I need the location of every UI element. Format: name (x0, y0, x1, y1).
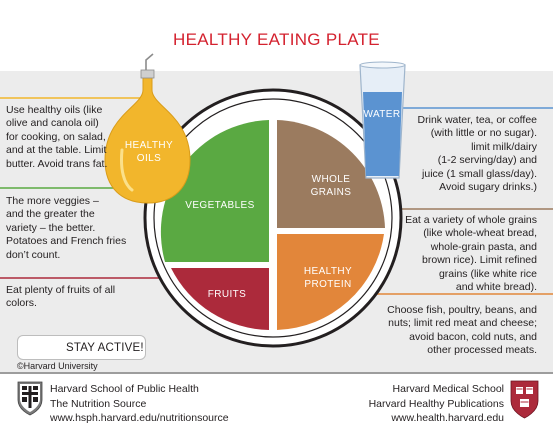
water-note-line: (1-2 serving/day) and (437, 154, 537, 167)
water-note-line: limit milk/dairy (471, 140, 537, 153)
stay-active-label: STAY ACTIVE! (66, 342, 144, 354)
footer-left-line: The Nutrition Source (50, 397, 147, 410)
fruits-note: Eat plenty of fruits of all colors. (6, 284, 156, 311)
plate-section-vegetables (160, 120, 269, 262)
footer-right-line: Harvard Healthy Publications (368, 397, 504, 410)
glass-rim (359, 61, 406, 69)
protein-label: HEALTHY PROTEIN (282, 265, 374, 291)
grains-note: Eat a variety of whole grains (like whol… (385, 214, 537, 294)
oils-note-line: for cooking, on salad, (6, 130, 106, 143)
protein-note-line: Choose fish, poultry, beans, and (387, 304, 537, 316)
grains-note-line: grains (like white rice (438, 267, 537, 280)
protein-label-line1: HEALTHY (303, 266, 353, 277)
fruits-note-line: Eat plenty of fruits of all (6, 284, 116, 296)
plate (143, 88, 403, 348)
fruits-label: FRUITS (207, 289, 247, 300)
footer-left-credits: Harvard School of Public Health The Nutr… (50, 382, 270, 426)
whole-grains-label-line2: GRAINS (310, 187, 352, 198)
oils-note-line: butter. Avoid trans fat. (6, 157, 108, 170)
oils-note: Use healthy oils (like olive and canola … (6, 104, 156, 171)
veggies-note-line: variety – the better. (6, 221, 96, 234)
bottle-spout (145, 53, 154, 70)
bottle-shine (120, 148, 134, 192)
grains-note-line: (like whole-wheat bread, (423, 227, 537, 240)
footer-left-link[interactable]: www.hsph.harvard.edu/nutritionsource (50, 412, 229, 424)
oils-label: HEALTHY OILS (118, 139, 180, 165)
oils-note-line: Use healthy oils (like (6, 104, 103, 116)
footer-right-link[interactable]: www.health.harvard.edu (391, 412, 504, 424)
hsph-shield-logo (17, 381, 43, 416)
water-note-line: Drink water, tea, or coffee (417, 114, 537, 126)
protein-note-line: nuts; limit red meat and cheese; (388, 317, 537, 330)
plate-section-whole-grains (277, 120, 385, 228)
grains-note-line: brown rice). Limit refined (422, 254, 537, 267)
oil-bottle (104, 53, 191, 204)
oils-note-line: and at the table. Limit (6, 144, 107, 157)
veggies-note-line: and the greater the (6, 208, 95, 221)
whole-grains-label-line1: WHOLE (311, 174, 351, 185)
veggies-note-line: Potatoes and French fries (6, 235, 127, 248)
water-label: WATER (363, 109, 401, 120)
grains-note-line: Eat a variety of whole grains (405, 214, 537, 226)
glass-water (363, 92, 402, 176)
veggies-note: The more veggies – and the greater the v… (6, 195, 156, 262)
protein-label-line2: PROTEIN (304, 279, 352, 290)
protein-note: Choose fish, poultry, beans, and nuts; l… (373, 304, 537, 358)
bottle-body (104, 75, 191, 204)
footer-right-credits: Harvard Medical School Harvard Healthy P… (320, 382, 504, 426)
oils-note-line: olive and canola oil) (6, 117, 99, 130)
veggies-note-line: The more veggies – (6, 195, 99, 207)
hms-shield-logo (510, 380, 539, 419)
water-note-line: juice (1 small glass/day). (422, 167, 537, 180)
copyright-notice: ©Harvard University (17, 361, 98, 371)
water-note-line: (with little or no sugar). (430, 127, 537, 140)
veggies-note-line: don’t count. (6, 248, 61, 261)
fruits-note-line: colors. (6, 297, 37, 310)
bottle-neck-cap (140, 69, 155, 79)
page-title: HEALTHY EATING PLATE (173, 30, 380, 49)
oils-label-line2: OILS (136, 153, 162, 164)
oils-label-line1: HEALTHY (124, 140, 174, 151)
grains-note-line: whole-grain pasta, and (430, 240, 537, 253)
water-note: Drink water, tea, or coffee (with little… (395, 114, 537, 194)
water-note-line: Avoid sugary drinks.) (439, 181, 537, 194)
water-glass (359, 61, 406, 179)
protein-note-line: avoid bacon, cold nuts, and (409, 330, 537, 343)
plate-section-fruits (171, 268, 269, 330)
vegetables-label: VEGETABLES (185, 200, 255, 211)
footer-right-line: Harvard Medical School (392, 383, 504, 395)
plate-section-protein (277, 234, 384, 330)
footer-divider (0, 372, 553, 374)
stay-active-badge: STAY ACTIVE! (17, 335, 146, 360)
protein-note-line: other processed meats. (427, 344, 537, 357)
grains-note-line: and white bread). (455, 281, 537, 294)
footer-left-line: Harvard School of Public Health (50, 383, 199, 395)
whole-grains-label: WHOLE GRAINS (286, 173, 376, 199)
plate-inner-ring (153, 98, 393, 338)
